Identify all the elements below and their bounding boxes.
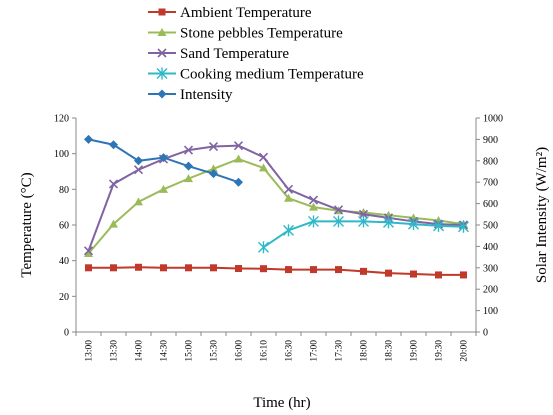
data-point [284,224,294,236]
y-axis-title: Temperature (°C) [19,172,35,277]
x-tick-label: 13:30 [110,340,120,362]
y2-tick-label: 1000 [483,114,503,125]
x-tick-label: 14:00 [135,340,145,362]
x-tick-label: 13:00 [85,340,95,362]
data-point [360,268,367,275]
y2-tick-label: 800 [483,156,498,167]
legend-label: Intensity [180,87,233,103]
y-tick-label: 20 [59,292,69,303]
data-point [435,271,442,278]
data-point [385,270,392,277]
data-point [234,178,243,187]
data-point [260,265,267,272]
series-intensity [84,135,243,187]
data-point [259,241,269,253]
series-group [84,135,469,279]
data-point [235,265,242,272]
data-point [410,271,417,278]
y2-tick-label: 700 [483,178,498,189]
data-point [185,264,192,271]
x-tick-label: 18:30 [385,340,395,362]
y2-tick-label: 400 [483,242,498,253]
x-tick-label: 18:00 [360,340,370,362]
x-tick-label: 16:30 [285,340,295,362]
y-tick-label: 80 [59,185,69,196]
data-point [335,266,342,273]
x-tick-label: 15:00 [185,340,195,362]
data-point [184,162,193,171]
data-point [84,135,93,144]
legend-item: Ambient Temperature [148,5,312,21]
y-tick-label: 40 [59,256,69,267]
y-tick-label: 60 [59,221,69,232]
x-tick-label: 14:30 [160,340,170,362]
y2-tick-label: 500 [483,221,498,232]
legend-item: Intensity [148,87,233,103]
x-tick-label: 20:00 [460,340,470,362]
legend-marker [158,90,167,99]
x-tick-label: 16:00 [235,340,245,362]
y2-tick-label: 600 [483,199,498,210]
legend: Ambient Temperature Stone pebbles Tempera… [148,5,364,103]
legend-label: Sand Temperature [180,46,289,62]
x-tick-label: 15:30 [210,340,220,362]
x-axis-title: Time (hr) [253,395,310,411]
legend-item: Stone pebbles Temperature [148,26,343,42]
x-tick-label: 17:00 [310,340,320,362]
series-ambient-temperature [85,264,467,279]
x-tick-label: 16:10 [260,340,270,362]
legend-marker [159,9,166,16]
data-point [234,155,243,163]
data-point [135,166,143,174]
y-tick-label: 120 [54,114,69,125]
y2-tick-label: 900 [483,135,498,146]
y2-tick-label: 300 [483,263,498,274]
data-point [135,264,142,271]
series-line [89,267,464,275]
legend-label: Stone pebbles Temperature [180,26,343,42]
data-point [110,264,117,271]
y-tick-label: 100 [54,149,69,160]
x-tick-label: 17:30 [335,340,345,362]
series-stone-pebbles-temperature [84,155,468,258]
y-tick-label: 0 [64,328,69,339]
y2-axis-title: Solar Intensity (W/m²) [534,147,550,283]
y2-tick-label: 100 [483,306,498,317]
data-point [160,264,167,271]
data-point [260,153,268,161]
data-point [285,266,292,273]
legend-label: Cooking medium Temperature [180,67,364,83]
legend-item: Sand Temperature [148,46,289,62]
legend-item: Cooking medium Temperature [148,67,364,83]
data-point [310,266,317,273]
data-point [85,264,92,271]
data-point [210,264,217,271]
x-tick-label: 19:00 [410,340,420,362]
legend-label: Ambient Temperature [180,5,312,21]
x-tick-label: 19:30 [435,340,445,362]
data-point [460,271,467,278]
y2-tick-label: 0 [483,328,488,339]
data-point [285,185,293,193]
y2-tick-label: 200 [483,285,498,296]
